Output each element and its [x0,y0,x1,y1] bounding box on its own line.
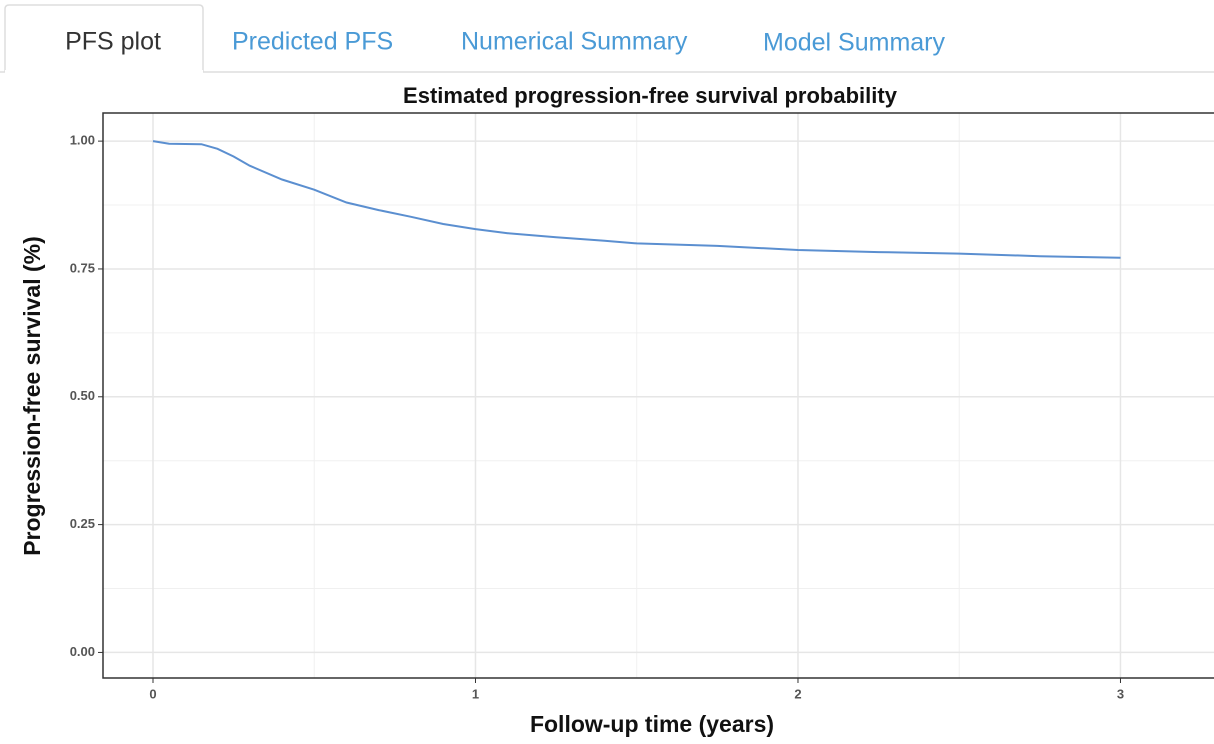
y-axis-label: Progression-free survival (%) [19,236,45,556]
tab[interactable]: PFS plot [65,28,161,56]
tab[interactable]: Predicted PFS [232,28,393,56]
y-tick-label: 0.25 [70,516,95,531]
x-tick-label: 1 [472,686,479,701]
chart-title: Estimated progression-free survival prob… [403,83,898,108]
active-tab-box [4,4,204,72]
tab[interactable]: Model Summary [763,29,945,57]
plot: 0.00 0.25 0.50 0.75 1.00 0 1 2 3 [70,112,1214,701]
y-tick-label: 1.00 [70,133,95,148]
tab[interactable]: Numerical Summary [461,28,688,56]
active-tab-gap [5,70,203,74]
x-axis-label: Follow-up time (years) [530,711,774,737]
x-tick-label: 2 [794,686,801,701]
y-tick-label: 0.00 [70,644,95,659]
x-tick-label: 3 [1117,686,1124,701]
y-tick-label: 0.50 [70,388,95,403]
y-tick-label: 0.75 [70,260,95,275]
plot-border [102,112,1214,679]
survival-line [152,140,1121,259]
x-tick-label: 0 [149,686,156,701]
